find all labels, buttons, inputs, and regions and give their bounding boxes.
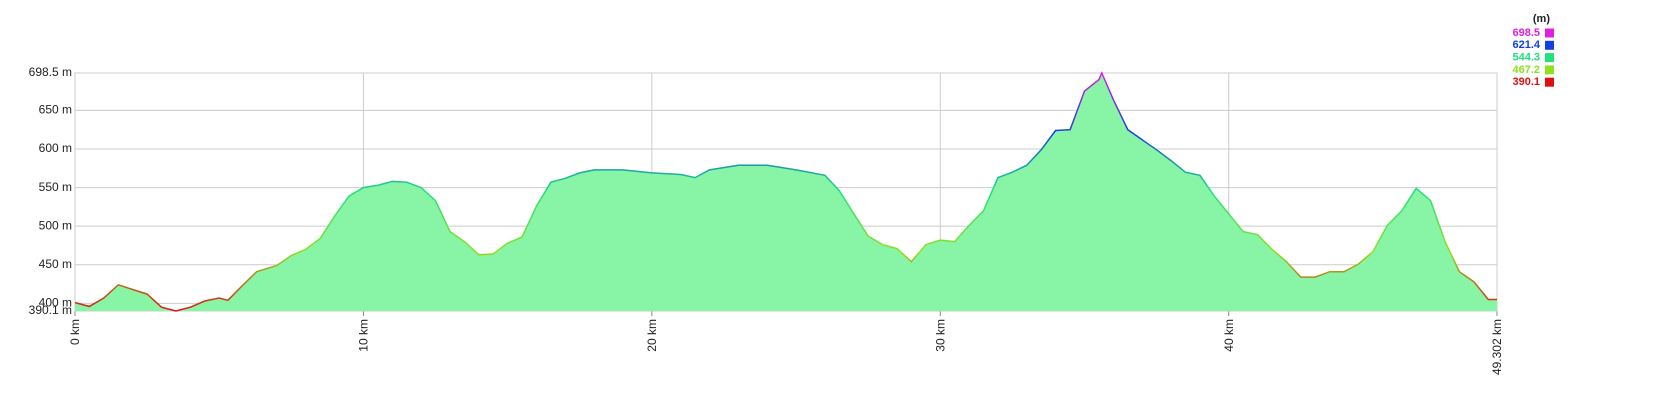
elevation-line (74, 71, 1497, 312)
y-tick-label: 550 m (39, 180, 72, 194)
legend-label: 698.5 (1512, 27, 1540, 39)
y-tick-label: 650 m (39, 103, 72, 117)
x-tick-label: 40 km (1222, 319, 1236, 352)
legend-swatch (1545, 28, 1554, 38)
legend-swatch (1545, 40, 1554, 50)
legend-label: 390.1 (1512, 76, 1540, 88)
legend-label: 544.3 (1512, 52, 1540, 64)
x-tick-label: 10 km (357, 319, 371, 352)
x-tick-label: 20 km (645, 319, 659, 352)
legend-title: (m) (1533, 13, 1550, 25)
x-tick-label: 49.302 km (1490, 319, 1504, 375)
y-tick-label: 600 m (39, 141, 72, 155)
elevation-area (75, 73, 1497, 311)
y-tick-label: 390.1 m (29, 303, 72, 317)
legend-swatch (1545, 65, 1554, 75)
x-tick-label: 0 km (68, 319, 82, 345)
legend-swatch (1545, 77, 1554, 87)
legend-label: 621.4 (1512, 39, 1540, 51)
legend-swatch (1545, 53, 1554, 63)
legend-label: 467.2 (1512, 64, 1540, 76)
y-tick-label: 698.5 m (29, 65, 72, 79)
y-tick-label: 450 m (39, 257, 72, 271)
y-tick-label: 500 m (39, 218, 72, 232)
x-tick-label: 30 km (933, 319, 947, 352)
y-tick-label: 400 m (39, 296, 72, 310)
